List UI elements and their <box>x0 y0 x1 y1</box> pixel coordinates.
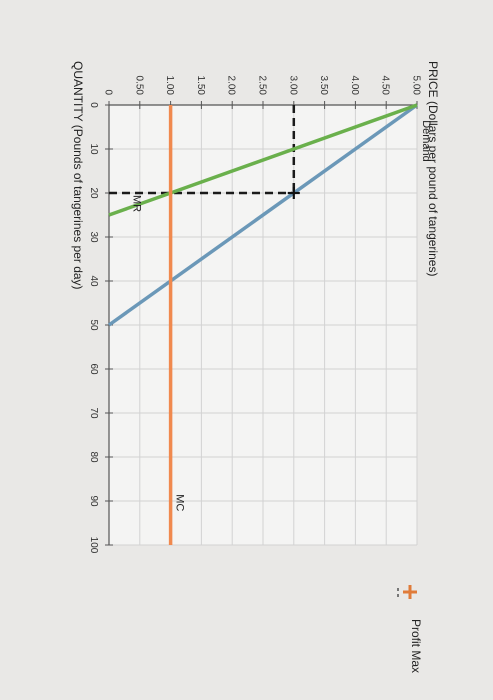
x-tick-label: 50 <box>88 319 99 331</box>
x-tick-label: 0 <box>88 102 99 108</box>
ticks: 0 10 20 30 40 50 60 70 80 90 100 0 0.50 1.00 1.50 2.00 2… <box>88 76 422 554</box>
legend-item: Profit Max <box>409 619 423 673</box>
legend-label: Profit Max <box>409 619 423 673</box>
y-tick-label: 1.50 <box>195 76 206 96</box>
x-tick-label: 60 <box>88 363 99 375</box>
y-tick-label: 4.50 <box>380 76 391 96</box>
demand-line <box>107 103 419 327</box>
rotated-chart-group: 0 10 20 30 40 50 60 70 80 90 100 0 0.50 1.00 1.50 2.00 2… <box>71 61 440 554</box>
y-tick-label: 0 <box>103 89 114 95</box>
y-tick-label: 2.50 <box>257 76 268 96</box>
demand-label: Demand <box>420 120 432 162</box>
y-tick-label: 2.00 <box>226 76 237 96</box>
mr-line <box>108 103 418 217</box>
legend-marker <box>397 585 417 599</box>
y-tick-label: 3.50 <box>318 76 329 96</box>
y-tick-label: 3.00 <box>287 76 298 96</box>
x-tick-label: 40 <box>88 275 99 287</box>
grid <box>108 104 418 546</box>
x-tick-label: 80 <box>88 451 99 463</box>
legend: Profit Max <box>397 585 423 673</box>
y-axis-title: PRICE (Dollars per pound of tangerines) <box>426 61 440 276</box>
y-tick-label: 0.50 <box>133 76 144 96</box>
mc-label: MC <box>174 494 186 511</box>
x-tick-label: 100 <box>88 537 99 554</box>
series-lines <box>107 103 419 545</box>
x-tick-label: 20 <box>88 187 99 199</box>
y-tick-label: 4.00 <box>349 76 360 96</box>
x-tick-label: 90 <box>88 495 99 507</box>
y-tick-label: 5.00 <box>411 76 422 96</box>
chart-labels: PRICE (Dollars per pound of tangerines) Q… <box>71 61 440 511</box>
x-tick-label: 30 <box>88 231 99 243</box>
x-tick-label: 70 <box>88 407 99 419</box>
x-tick-label: 10 <box>88 143 99 155</box>
mr-label: MR <box>130 195 142 212</box>
x-axis-title: QUANTITY (Pounds of tangerines per day) <box>71 61 85 290</box>
y-tick-label: 1.00 <box>164 76 175 96</box>
